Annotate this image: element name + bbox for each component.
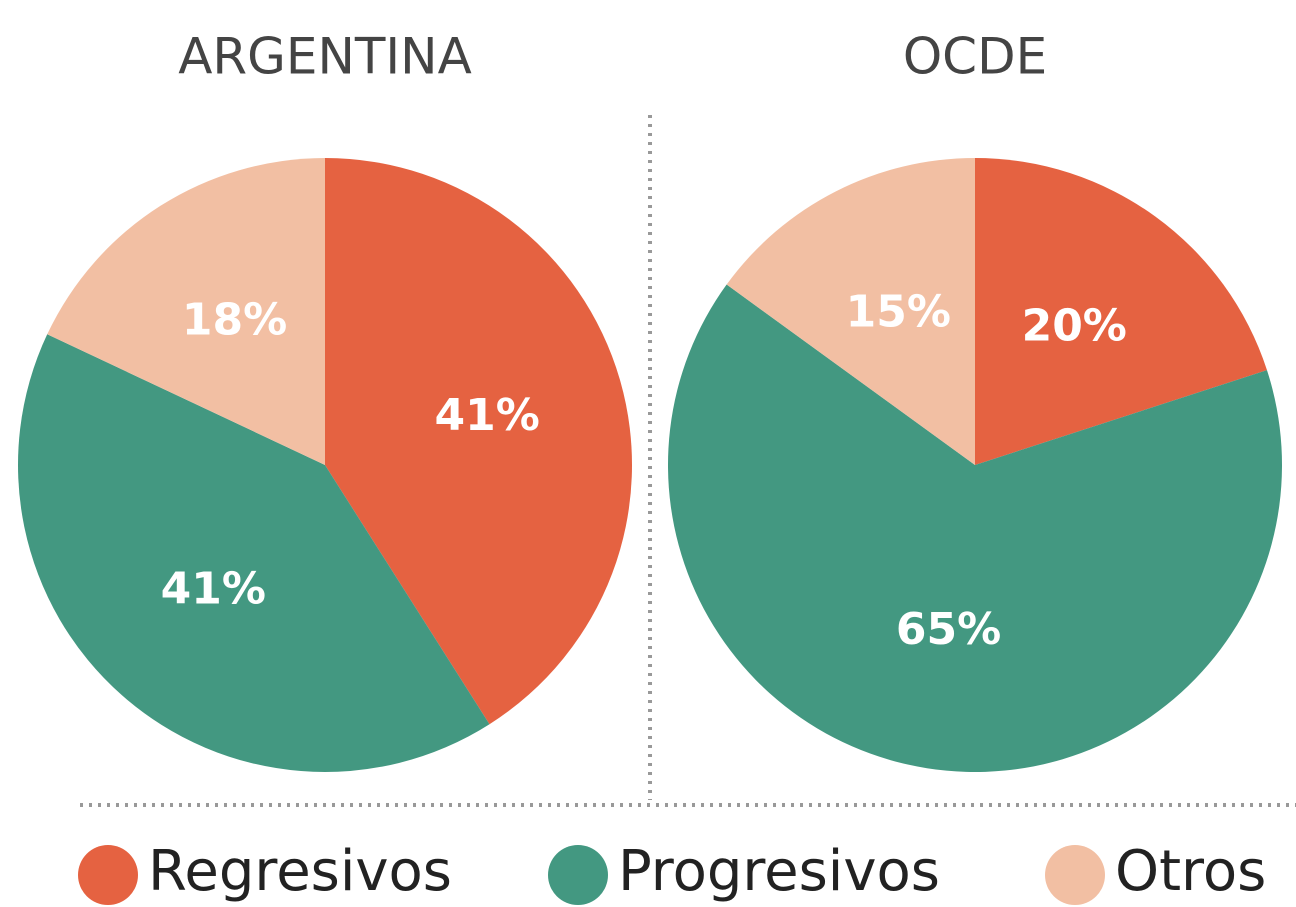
legend-label: Progresivos <box>618 839 940 904</box>
pie-slice <box>726 158 975 465</box>
legend-swatch <box>78 845 138 905</box>
legend-swatch <box>1045 845 1105 905</box>
pie-slice <box>975 158 1267 465</box>
pie-slice <box>18 334 490 772</box>
pie-slice <box>47 158 326 465</box>
legend-label: Regresivos <box>148 839 452 904</box>
pie-slice <box>325 158 632 725</box>
data-label: 41% <box>161 564 266 615</box>
data-label: 15% <box>846 287 951 338</box>
data-label: 65% <box>896 604 1001 655</box>
pie-slice <box>667 284 1283 772</box>
legend-label: Otros <box>1115 839 1266 904</box>
data-label: 41% <box>434 390 539 441</box>
data-label: 18% <box>182 294 287 345</box>
chart-title: ARGENTINA <box>178 28 472 86</box>
data-label: 20% <box>1022 300 1127 351</box>
legend-swatch <box>548 845 608 905</box>
chart-title: OCDE <box>903 28 1047 86</box>
